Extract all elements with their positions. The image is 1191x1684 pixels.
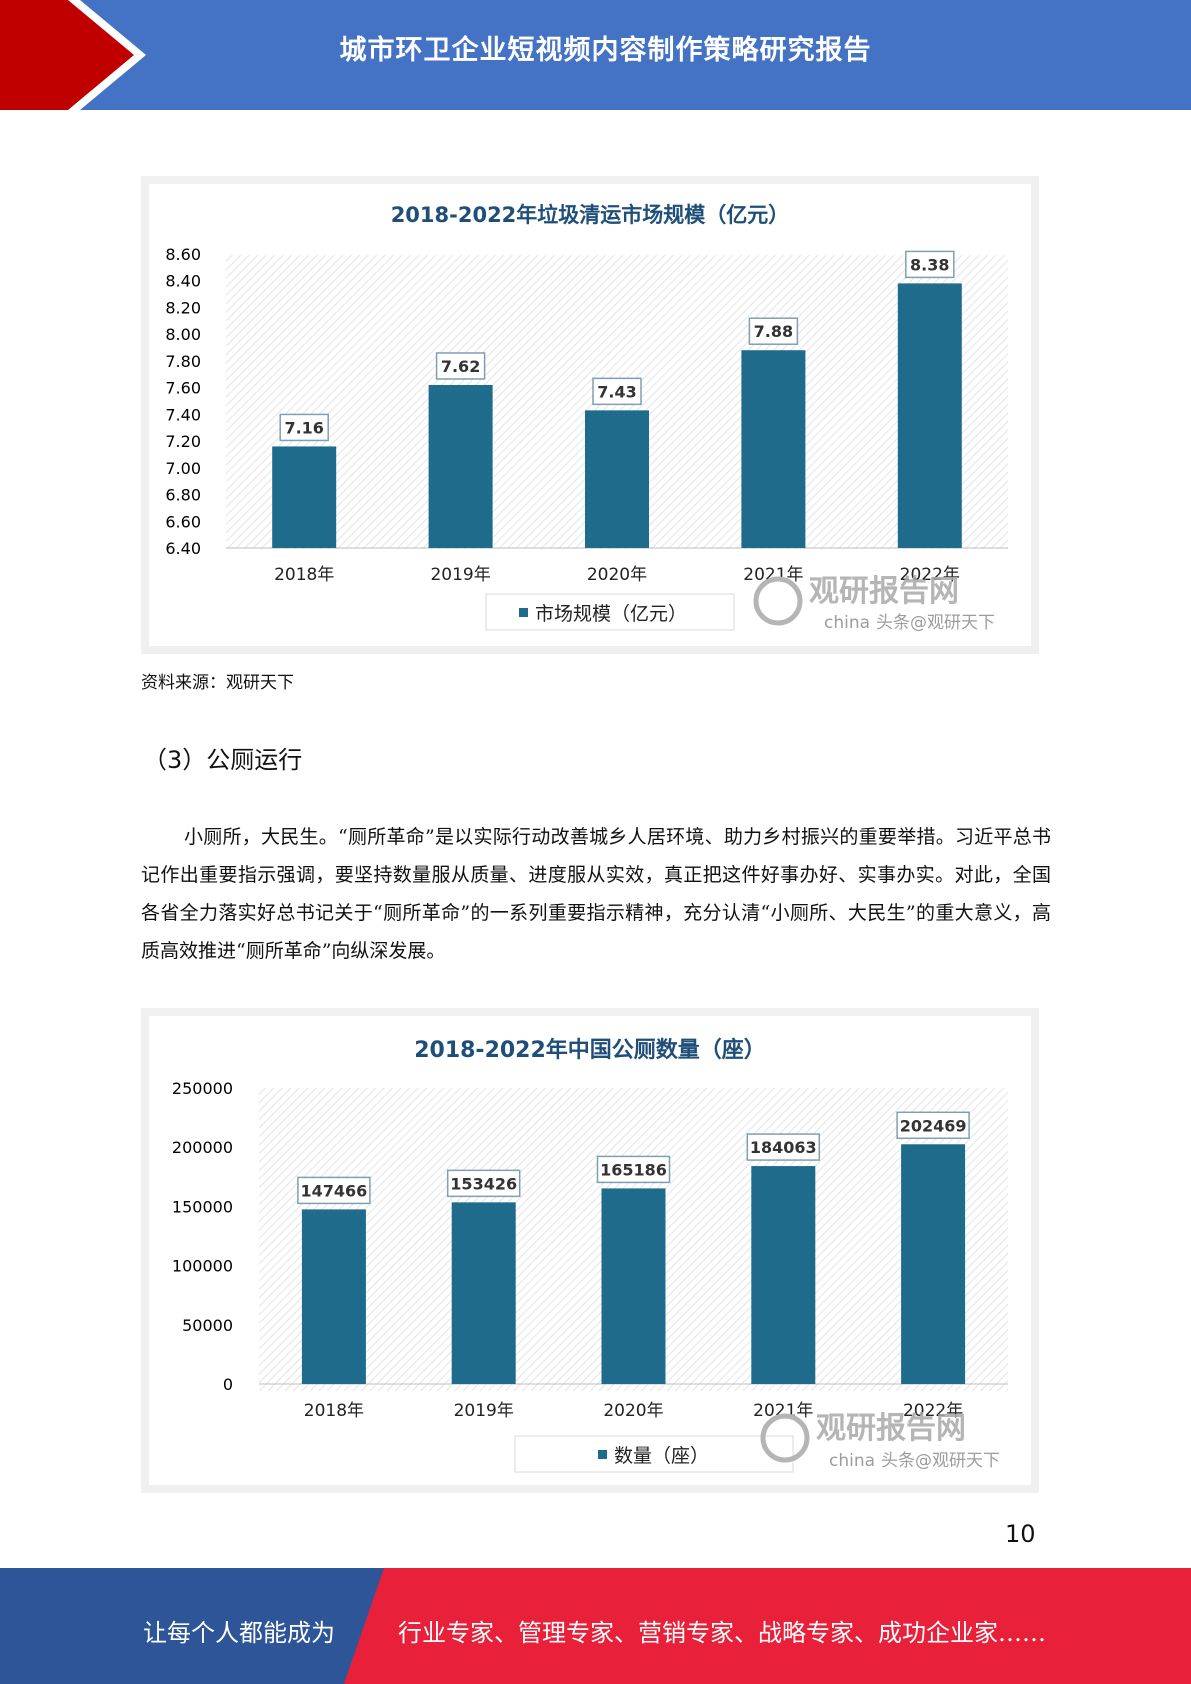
category-label: 2019年: [454, 1401, 514, 1421]
y-tick-label: 7.40: [165, 405, 201, 424]
bar: [428, 384, 493, 548]
y-tick-label: 8.60: [165, 245, 201, 264]
watermark: 观研报告网 china 头条@观研天下: [760, 1411, 1000, 1471]
legend-swatch: [598, 1450, 607, 1459]
category-label: 2018年: [304, 1401, 364, 1421]
data-label-box: [446, 1169, 521, 1198]
category-label: 2018年: [274, 565, 334, 585]
report-title: 城市环卫企业短视频内容制作策略研究报告: [339, 35, 872, 66]
chart-market-size-svg: 2018-2022年垃圾清运市场规模（亿元） 6.40 6.60 6.80 7.00 7…: [165, 203, 1008, 633]
watermark-brand: 观研报告网: [816, 1411, 966, 1446]
bar: [601, 1188, 666, 1384]
legend-label: 数量（座）: [614, 1445, 709, 1467]
category-label: 2020年: [587, 565, 647, 585]
data-label-box: [435, 352, 486, 380]
data-label: 7.16: [284, 418, 323, 437]
data-label: 184063: [750, 1138, 817, 1157]
category-label: 2022年: [903, 1401, 963, 1421]
watermark: 观研报告网 china 头条@观研天下: [753, 574, 995, 633]
data-label-box: [748, 317, 799, 345]
legend-box: [514, 1435, 794, 1473]
page-header: 城市环卫企业短视频内容制作策略研究报告: [0, 0, 1191, 110]
y-tick-label: 7.80: [165, 352, 201, 371]
bar: [272, 446, 337, 548]
data-label-box: [896, 1111, 970, 1140]
watermark-handle: 头条@观研天下: [876, 613, 995, 633]
watermark-handle: 头条@观研天下: [881, 1451, 1000, 1471]
page-footer: 让每个人都能成为 行业专家、管理专家、营销专家、战略专家、成功企业家……: [0, 1568, 1191, 1684]
watermark-sub: china: [829, 1451, 875, 1471]
y-tick-label: 8.00: [165, 325, 201, 344]
data-label: 202469: [900, 1116, 967, 1135]
category-label: 2019年: [430, 565, 490, 585]
data-label-box: [746, 1133, 821, 1161]
bar: [301, 1209, 366, 1384]
data-label-box: [297, 1176, 371, 1205]
data-label-box: [279, 413, 329, 442]
data-label: 7.43: [597, 382, 636, 401]
legend-swatch: [519, 608, 528, 617]
y-tick-label: 100000: [172, 1257, 233, 1276]
footer-slogan-left: 让每个人都能成为: [143, 1619, 335, 1647]
category-label: 2022年: [900, 565, 960, 585]
y-tick-label: 6.60: [165, 512, 201, 531]
source-note: 资料来源：观研天下: [141, 673, 294, 693]
y-tick-label: 150000: [172, 1197, 233, 1216]
category-label: 2021年: [753, 1401, 813, 1421]
page-number: 10: [1005, 1520, 1036, 1548]
footer-background: [0, 1568, 1191, 1684]
data-label-box: [905, 250, 955, 279]
data-label-box: [596, 1155, 671, 1184]
legend-label: 市场规模（亿元）: [535, 603, 687, 625]
bar: [741, 350, 806, 548]
chart-title: 2018-2022年中国公厕数量（座）: [414, 1037, 766, 1063]
y-tick-label: 6.40: [165, 539, 201, 558]
watermark-logo-icon: [760, 1413, 810, 1463]
bar: [585, 410, 649, 548]
y-tick-label: 250000: [172, 1079, 233, 1098]
y-tick-label: 7.60: [165, 379, 201, 398]
y-tick-label: 0: [223, 1375, 233, 1394]
bar: [901, 1144, 966, 1384]
data-label: 7.88: [754, 322, 793, 341]
data-label: 7.62: [441, 357, 480, 376]
bar: [751, 1166, 816, 1384]
body-paragraph: 小厕所，大民生。“厕所革命”是以实际行动改善城乡人居环境、助力乡村振兴的重要举措…: [141, 826, 1051, 962]
data-label: 147466: [301, 1181, 368, 1200]
data-label: 165186: [600, 1160, 667, 1179]
watermark-logo-icon: [753, 576, 803, 626]
section-heading: （3）公厕运行: [143, 746, 303, 774]
y-tick-label: 6.80: [165, 486, 201, 505]
y-tick-label: 8.20: [165, 298, 201, 317]
data-label: 8.38: [910, 255, 949, 274]
header-arrow-icon: [0, 0, 146, 110]
bar: [451, 1202, 516, 1384]
data-label: 153426: [450, 1174, 517, 1193]
chart-toilet-count: 2018-2022年中国公厕数量（座） 0 50000 100000 150000 20…: [141, 1008, 1039, 1493]
chart-title: 2018-2022年垃圾清运市场规模（亿元）: [391, 203, 790, 227]
y-tick-label: 8.40: [165, 272, 201, 291]
y-tick-label: 7.00: [165, 459, 201, 478]
footer-slogan-right: 行业专家、管理专家、营销专家、战略专家、成功企业家……: [398, 1619, 1046, 1647]
y-tick-label: 50000: [182, 1316, 233, 1335]
watermark-brand: 观研报告网: [809, 574, 959, 609]
y-tick-label: 7.20: [165, 432, 201, 451]
data-label-box: [592, 377, 642, 406]
y-tick-label: 200000: [172, 1138, 233, 1157]
chart-toilet-count-svg: 2018-2022年中国公厕数量（座） 0 50000 100000 150000 20…: [172, 1037, 1008, 1473]
category-label: 2020年: [603, 1401, 663, 1421]
watermark-sub: china: [824, 613, 870, 633]
chart-market-size: 2018-2022年垃圾清运市场规模（亿元） 6.40 6.60 6.80 7.00 7…: [141, 176, 1039, 654]
bar: [897, 283, 962, 548]
